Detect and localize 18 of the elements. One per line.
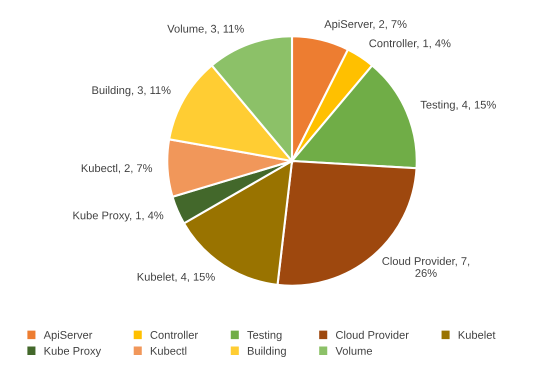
legend-label: Kubelet <box>458 330 496 339</box>
legend-label: Volume <box>335 346 372 355</box>
legend-label: Controller <box>150 330 198 339</box>
data-label: Controller, 1, 4% <box>369 39 451 49</box>
legend-label: Kubectl <box>150 346 186 355</box>
data-label: Kube Proxy, 1, 4% <box>73 211 164 222</box>
data-label: Kubectl, 2, 7% <box>82 164 152 174</box>
data-label: Building, 3, 11% <box>92 86 171 96</box>
legend-label: Kube Proxy <box>44 346 102 357</box>
data-label: Kubelet, 4, 15% <box>138 272 215 282</box>
legend-label: Cloud Provider <box>336 330 409 339</box>
data-label: Cloud Provider, 7, 26% <box>382 256 470 278</box>
legend-label: Testing <box>247 330 282 342</box>
data-label: Volume, 3, 11% <box>167 24 244 34</box>
legend-label: Building <box>248 346 286 357</box>
data-label: Testing, 4, 15% <box>420 100 496 111</box>
data-label: ApiServer, 2, 7% <box>324 20 407 30</box>
legend-label: ApiServer <box>44 330 92 342</box>
